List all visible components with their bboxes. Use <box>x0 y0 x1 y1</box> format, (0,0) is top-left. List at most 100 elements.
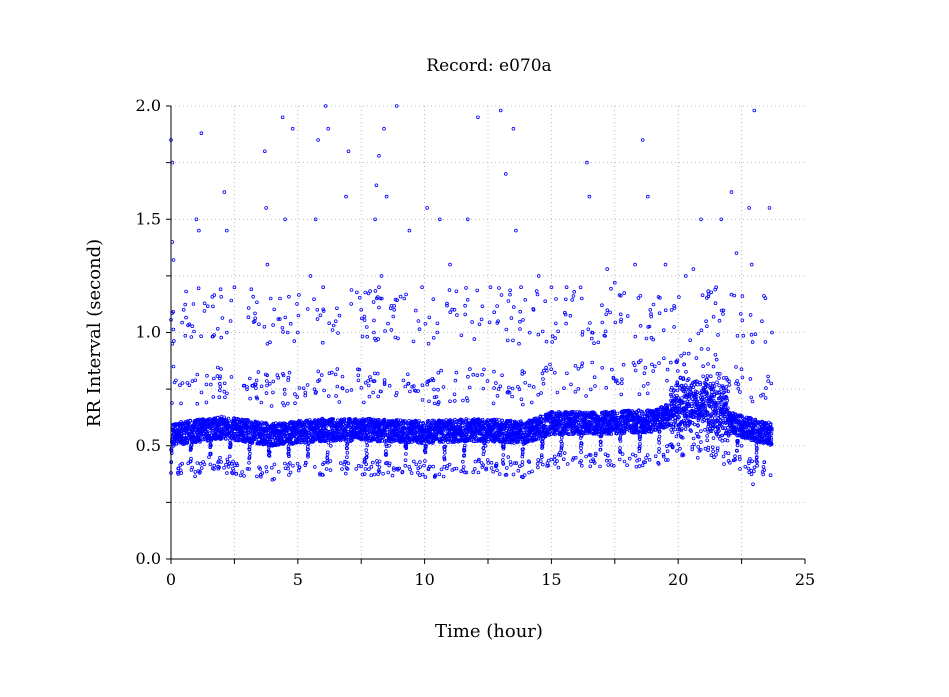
data-point <box>709 404 713 409</box>
data-point <box>553 432 557 437</box>
data-point <box>226 420 230 425</box>
data-point <box>520 454 525 459</box>
data-point <box>181 442 185 446</box>
data-point <box>679 384 684 388</box>
data-point <box>735 440 740 445</box>
data-point <box>657 450 661 454</box>
data-point <box>403 419 407 424</box>
data-point <box>688 387 693 392</box>
data-point <box>240 425 245 430</box>
data-point <box>637 449 642 454</box>
data-point <box>690 404 694 409</box>
data-point <box>462 453 467 458</box>
data-point <box>705 434 709 438</box>
data-point <box>695 390 699 395</box>
data-point <box>708 381 713 386</box>
data-point <box>378 438 383 442</box>
data-point <box>520 450 525 455</box>
data-point <box>717 383 721 388</box>
data-point <box>665 405 670 409</box>
data-point <box>500 418 505 423</box>
data-point <box>674 434 679 439</box>
data-point <box>704 418 709 423</box>
data-point <box>467 418 471 423</box>
data-point <box>520 422 524 427</box>
data-point <box>344 437 349 442</box>
data-point <box>381 433 386 438</box>
data-point <box>686 377 691 381</box>
data-point <box>627 418 632 423</box>
data-point <box>736 438 740 443</box>
data-point <box>384 442 388 447</box>
data-point <box>486 439 490 444</box>
data-point <box>657 446 661 451</box>
data-point <box>680 383 684 388</box>
data-point <box>638 441 642 446</box>
data-point <box>711 398 716 403</box>
data-point <box>377 417 381 422</box>
data-point <box>500 457 505 462</box>
data-point <box>637 427 641 432</box>
data-point <box>579 441 584 446</box>
data-point <box>715 446 720 451</box>
data-point <box>498 435 503 440</box>
data-point <box>442 447 447 452</box>
data-point <box>726 425 730 430</box>
data-point <box>718 418 722 423</box>
data-point <box>683 383 688 388</box>
data-point <box>694 394 699 399</box>
data-point <box>699 429 703 434</box>
data-point <box>663 425 668 429</box>
data-point <box>480 421 485 426</box>
data-point <box>345 446 349 451</box>
data-point <box>695 431 699 436</box>
data-point <box>674 402 678 407</box>
data-point <box>657 427 661 432</box>
data-point <box>725 438 730 443</box>
data-point <box>695 455 700 460</box>
data-point <box>520 452 525 457</box>
grid-lines <box>171 105 805 559</box>
data-point <box>307 431 312 435</box>
data-point <box>442 457 447 462</box>
data-point <box>618 450 622 455</box>
data-point <box>559 446 564 450</box>
data-point <box>406 433 411 438</box>
data-point <box>298 440 302 445</box>
data-point <box>229 442 233 447</box>
data-point <box>538 417 543 421</box>
data-point <box>442 450 447 455</box>
data-point <box>720 438 725 443</box>
data-point <box>384 452 389 456</box>
data-point <box>711 387 716 392</box>
data-point <box>521 447 525 451</box>
data-point <box>365 443 370 448</box>
data-point <box>636 415 641 420</box>
data-point <box>733 431 738 435</box>
data-point <box>326 440 331 445</box>
data-point <box>568 432 573 436</box>
data-point <box>403 463 408 468</box>
data-point <box>224 437 228 441</box>
data-point <box>305 447 310 452</box>
data-point <box>499 429 504 434</box>
data-point <box>474 439 479 444</box>
data-point <box>512 441 516 445</box>
data-point <box>637 446 642 451</box>
data-point <box>228 440 233 445</box>
data-point <box>508 423 513 428</box>
data-point <box>404 442 409 447</box>
data-point <box>692 383 696 387</box>
data-point <box>218 436 223 440</box>
data-point <box>198 437 203 442</box>
data-point <box>720 433 725 438</box>
data-point <box>676 442 681 447</box>
data-point <box>481 445 486 450</box>
data-point <box>671 393 675 397</box>
data-point <box>365 451 369 456</box>
data-point <box>622 431 627 435</box>
data-point <box>703 415 708 420</box>
data-point <box>564 427 568 432</box>
data-point <box>364 455 369 459</box>
